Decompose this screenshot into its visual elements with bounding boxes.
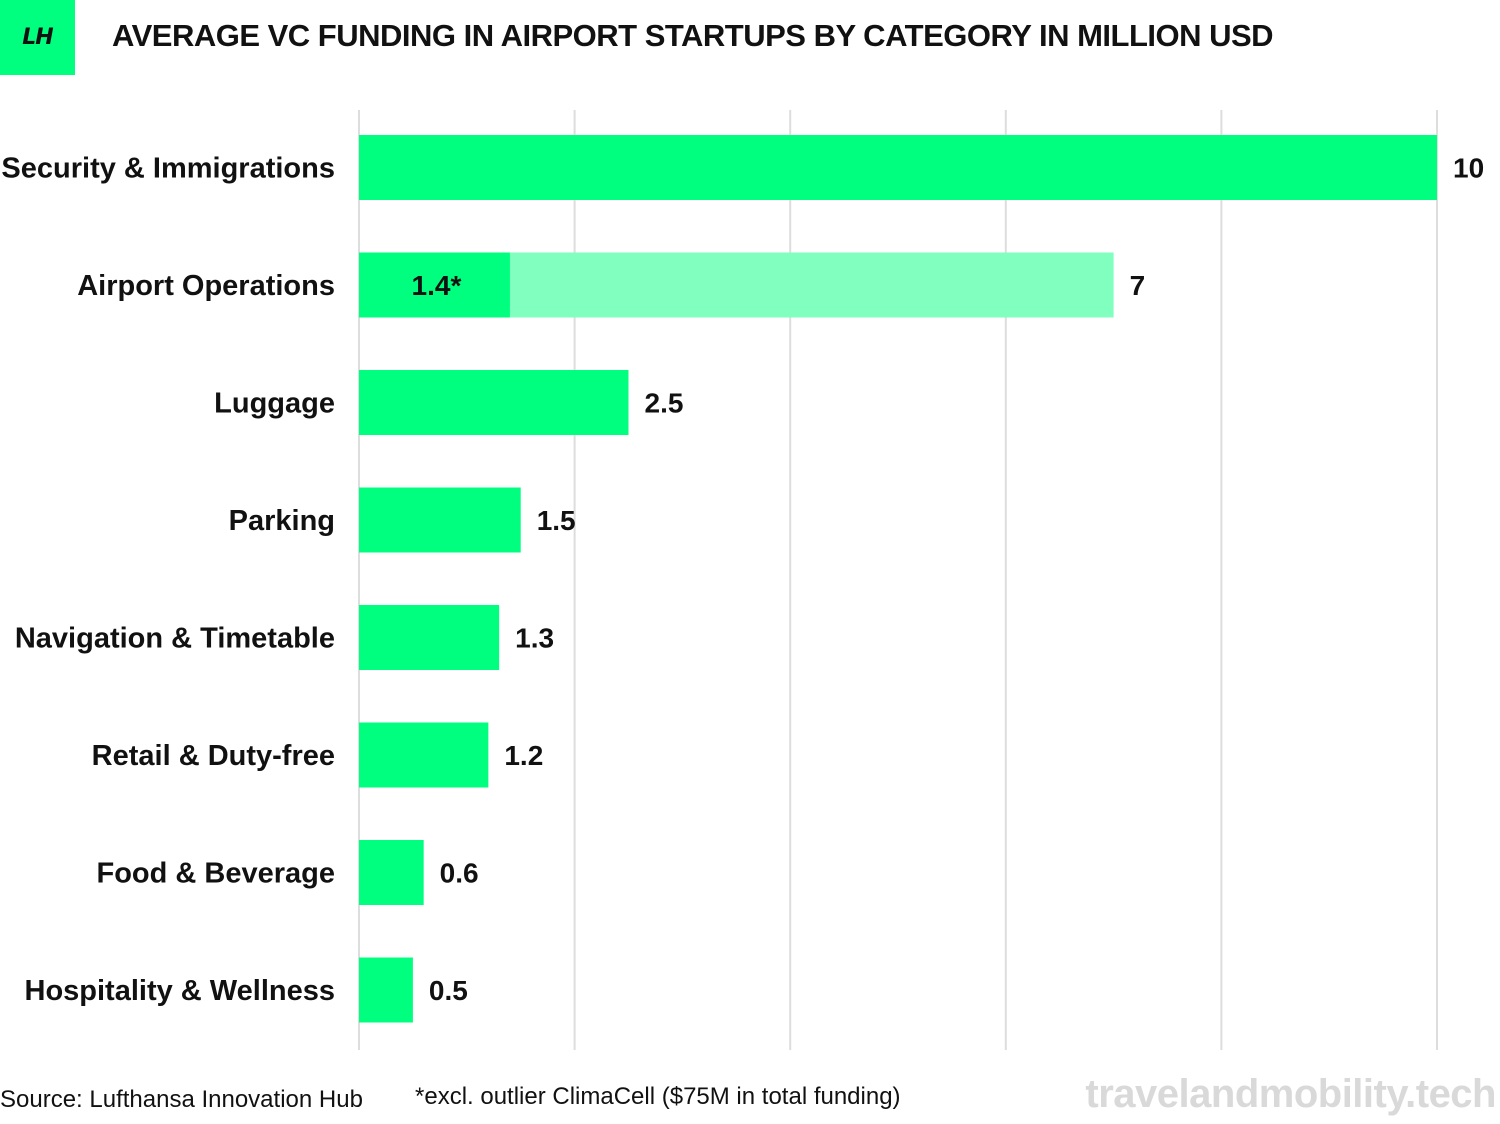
bar <box>359 722 489 788</box>
value-label: 2.5 <box>645 388 684 419</box>
category-label: Navigation & Timetable <box>15 623 335 655</box>
bar <box>359 957 413 1023</box>
bar <box>359 487 521 553</box>
bar <box>359 840 424 905</box>
value-label: 0.5 <box>429 975 468 1006</box>
category-label: Airport Operations <box>77 270 335 302</box>
logo: LH <box>0 0 75 75</box>
value-label: 1.2 <box>504 740 543 771</box>
bar-inner-label: 1.4* <box>412 270 462 301</box>
bar <box>359 370 629 435</box>
bar-excl-outlier <box>359 252 510 318</box>
bar <box>359 135 1437 200</box>
category-label: Luggage <box>214 388 335 420</box>
value-label: 10 <box>1453 153 1484 184</box>
category-label: Security & Immigrations <box>1 153 335 185</box>
category-label: Retail & Duty-free <box>92 740 335 772</box>
logo-mark: LH <box>22 25 53 50</box>
bar <box>359 605 500 670</box>
footnote: *excl. outlier ClimaCell ($75M in total … <box>415 1083 901 1110</box>
value-label: 1.5 <box>537 505 576 536</box>
category-label: Hospitality & Wellness <box>25 975 336 1007</box>
value-label: 1.3 <box>515 623 554 654</box>
category-label: Food & Beverage <box>97 858 336 890</box>
category-label: Parking <box>229 505 335 537</box>
value-label: 7 <box>1130 270 1146 301</box>
watermark: travelandmobility.tech <box>1085 1072 1496 1116</box>
source-note: Source: Lufthansa Innovation Hub <box>0 1086 363 1113</box>
chart-title: AVERAGE VC FUNDING IN AIRPORT STARTUPS B… <box>112 18 1274 53</box>
value-label: 0.6 <box>440 858 479 889</box>
